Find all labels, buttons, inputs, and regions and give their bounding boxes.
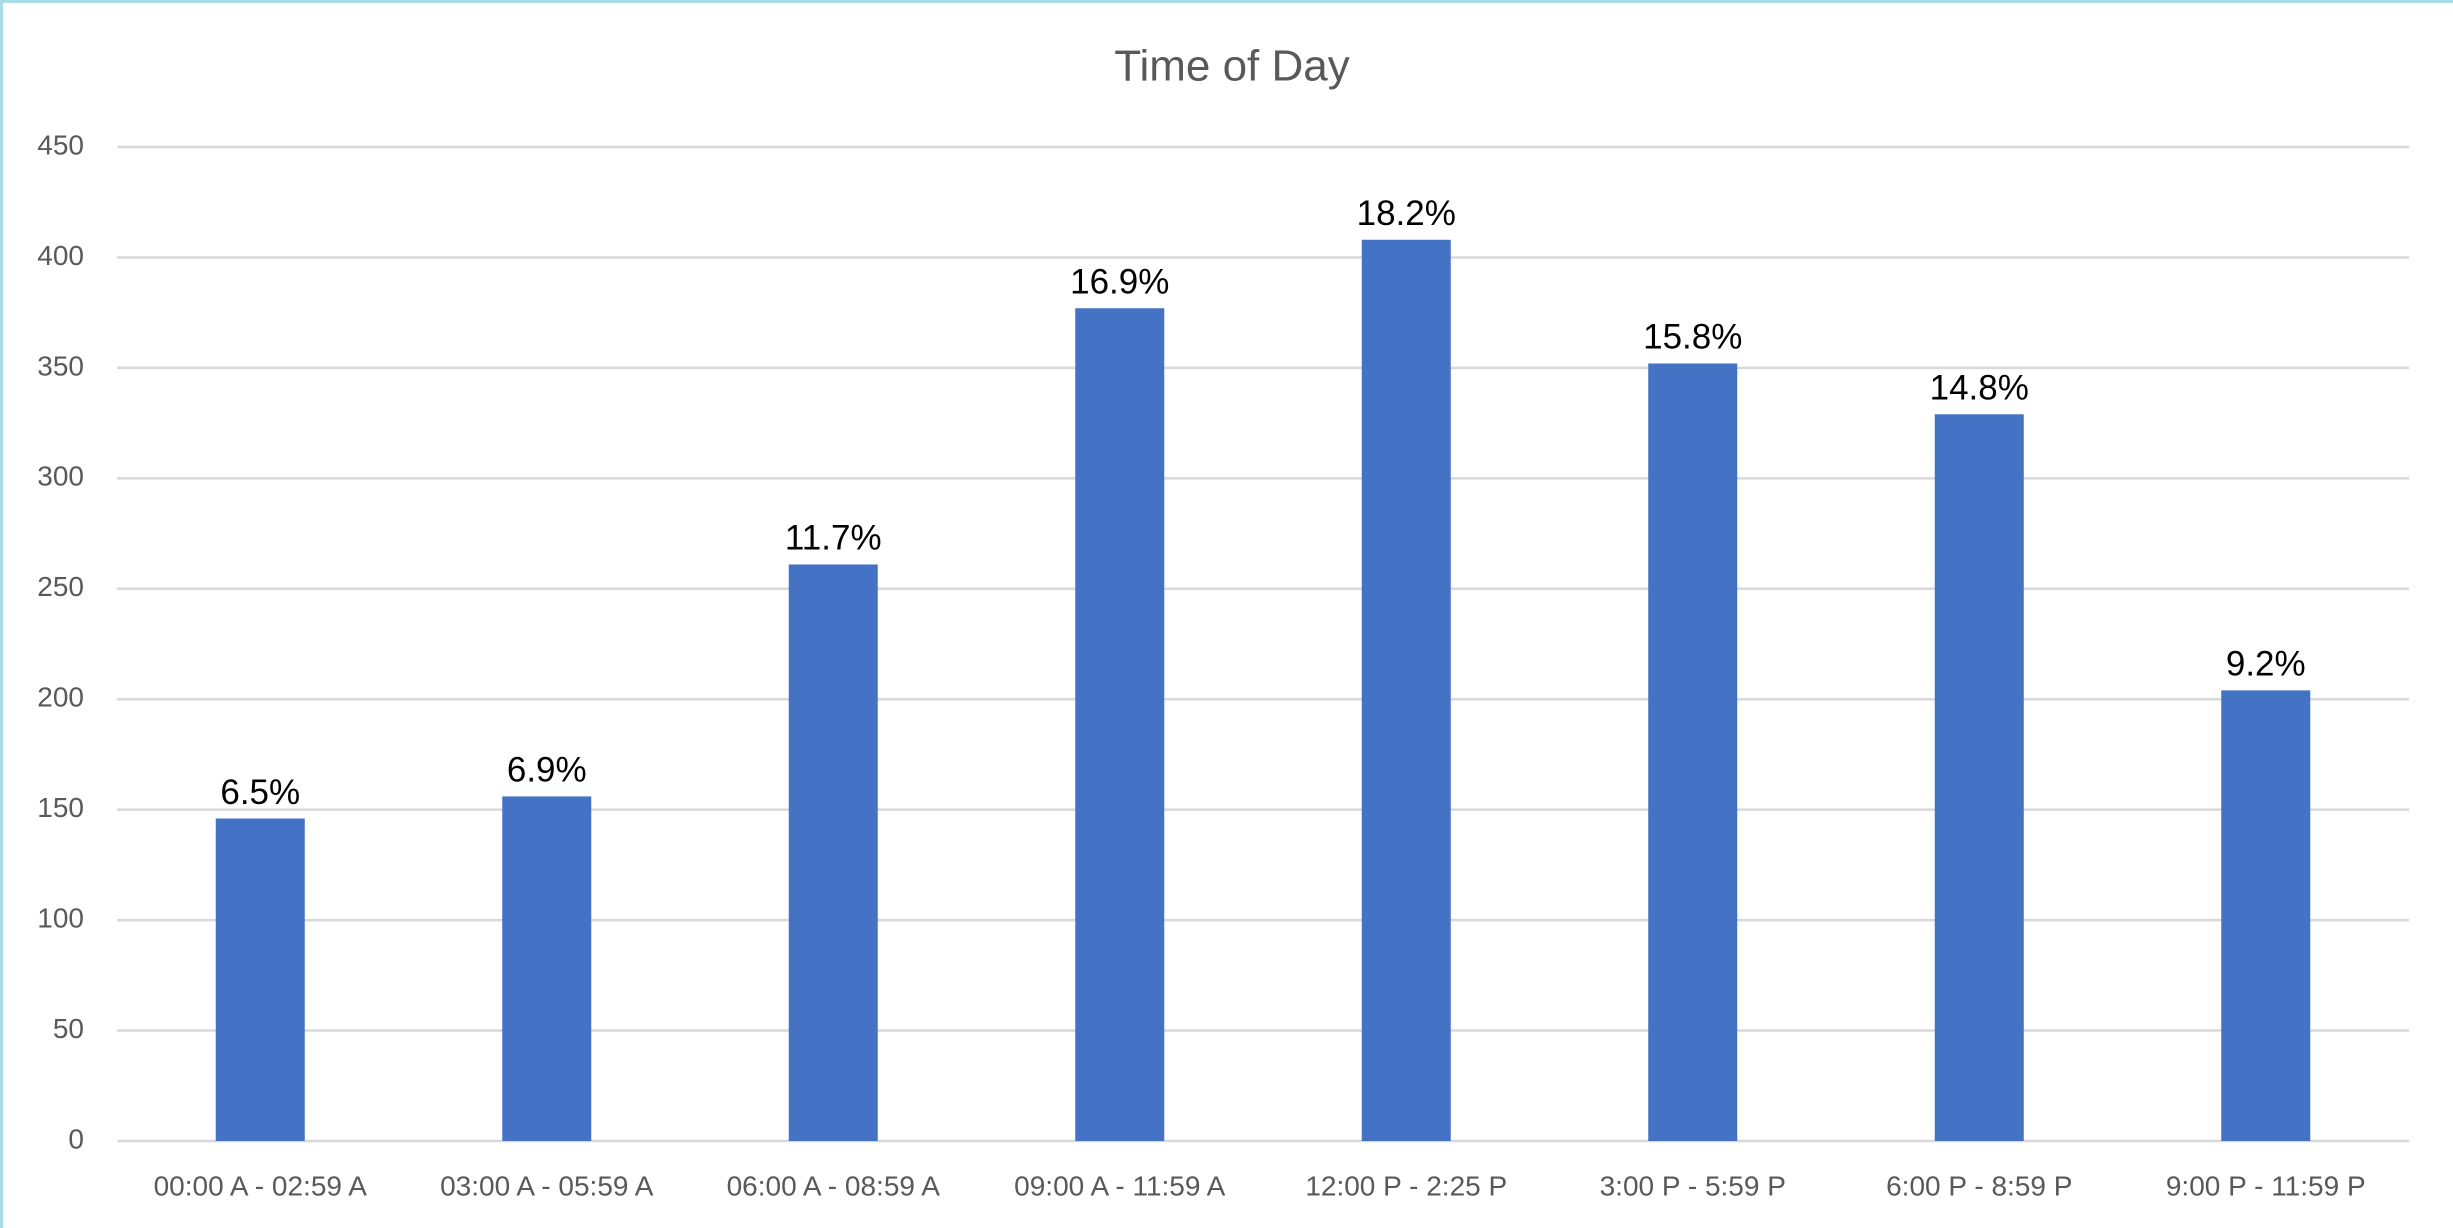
bar [1361, 239, 1451, 1142]
data-label: 14.8% [1930, 369, 2029, 408]
bar [788, 564, 878, 1141]
bar [2221, 690, 2311, 1141]
y-tick-label: 100 [37, 903, 84, 934]
y-tick-label: 150 [37, 792, 84, 823]
data-label: 15.8% [1643, 318, 1742, 357]
x-tick-label: 3:00 P - 5:59 P [1600, 1170, 1786, 1201]
y-tick-label: 200 [37, 682, 84, 713]
x-tick-label: 03:00 A - 05:59 A [440, 1170, 654, 1201]
y-tick-label: 300 [37, 461, 84, 492]
chart-title: Time of Day [1114, 42, 1350, 91]
x-tick-label: 06:00 A - 08:59 A [727, 1170, 941, 1201]
data-label: 11.7% [785, 519, 882, 558]
data-label: 6.5% [220, 773, 300, 812]
bar [1648, 363, 1738, 1142]
x-tick-label: 9:00 P - 11:59 P [2166, 1170, 2366, 1201]
y-tick-label: 50 [53, 1013, 84, 1044]
x-tick-label: 09:00 A - 11:59 A [1014, 1170, 1226, 1201]
bar [1934, 414, 2024, 1142]
data-label: 16.9% [1070, 262, 1169, 301]
bar [1075, 308, 1165, 1141]
x-tick-label: 12:00 P - 2:25 P [1305, 1170, 1507, 1201]
x-tick-label: 6:00 P - 8:59 P [1886, 1170, 2072, 1201]
y-tick-label: 350 [37, 350, 84, 381]
y-tick-label: 250 [37, 571, 84, 602]
y-tick-label: 0 [68, 1123, 84, 1154]
data-label: 18.2% [1357, 194, 1456, 233]
x-tick-label: 00:00 A - 02:59 A [154, 1170, 368, 1201]
y-tick-label: 450 [37, 129, 84, 160]
data-label: 9.2% [2226, 645, 2306, 684]
data-label: 6.9% [507, 751, 587, 790]
bar [215, 818, 305, 1141]
bar [502, 796, 592, 1141]
y-tick-label: 400 [37, 240, 84, 271]
